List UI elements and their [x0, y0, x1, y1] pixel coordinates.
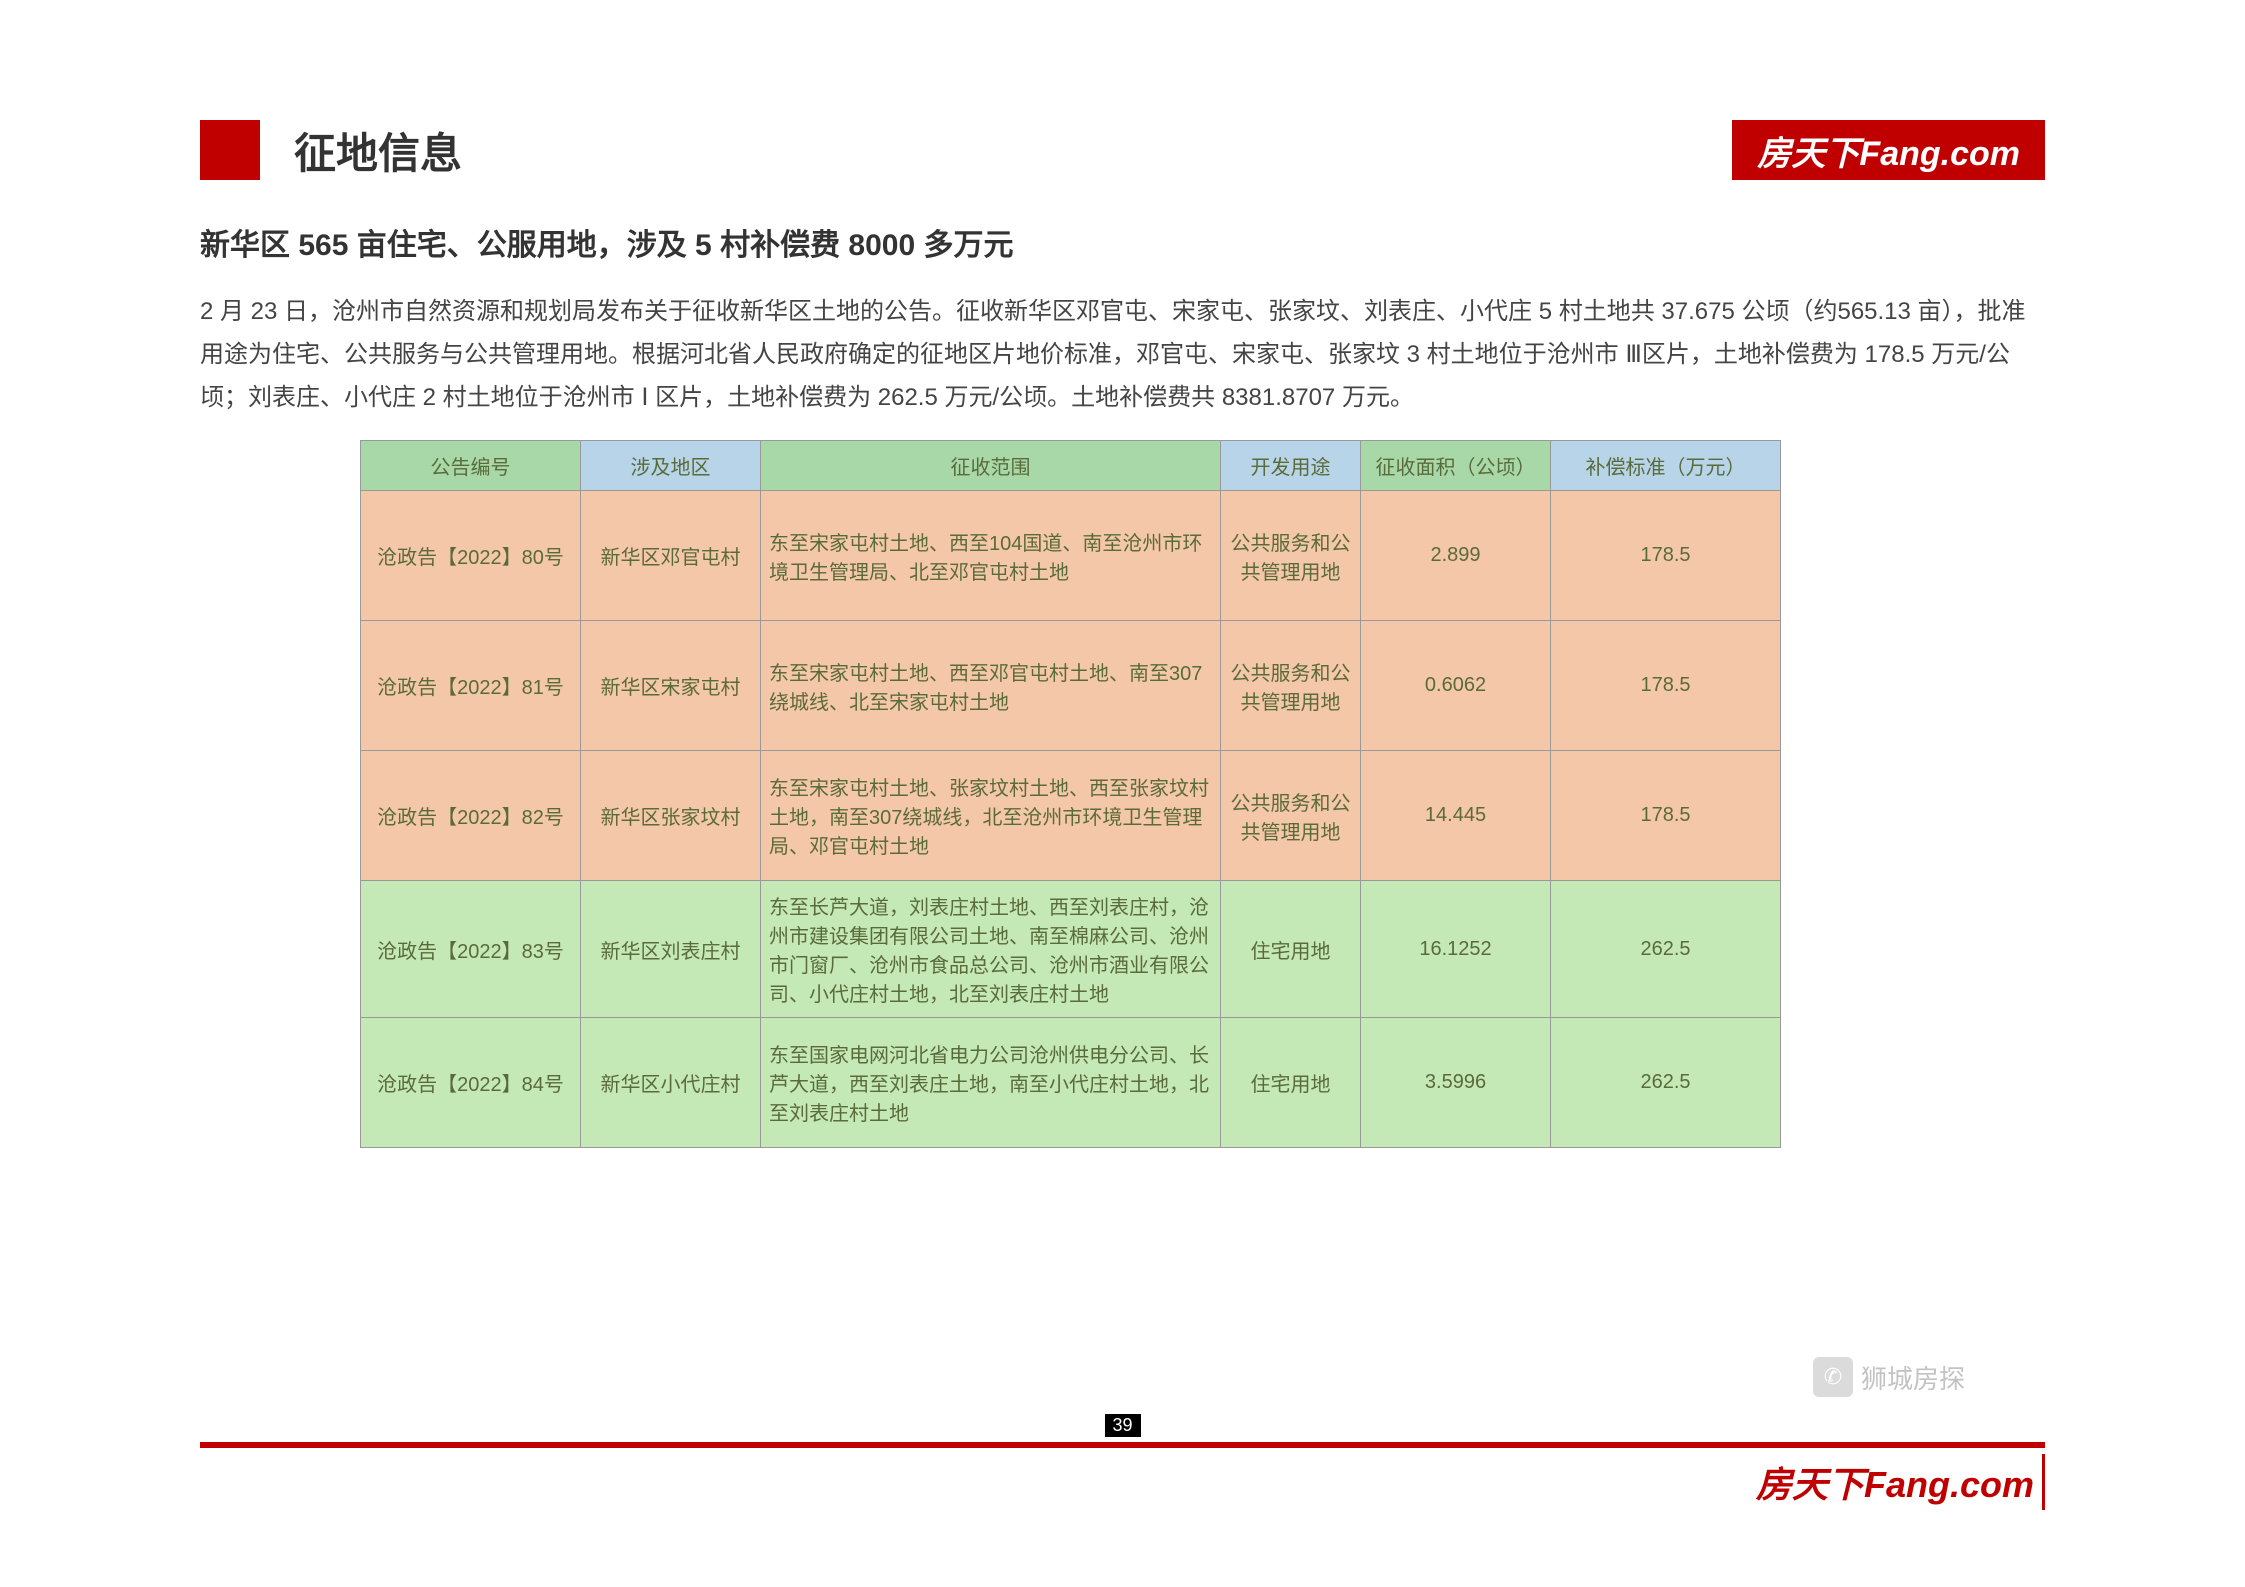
table-cell: 3.5996 — [1361, 1018, 1551, 1148]
table-cell: 东至国家电网河北省电力公司沧州供电分公司、长芦大道，西至刘表庄土地，南至小代庄村… — [761, 1018, 1221, 1148]
table-cell: 0.6062 — [1361, 621, 1551, 751]
table-cell: 262.5 — [1551, 1018, 1781, 1148]
page-subtitle: 新华区 565 亩住宅、公服用地，涉及 5 村补偿费 8000 多万元 — [200, 220, 1014, 264]
col-header-area: 征收面积（公顷） — [1361, 441, 1551, 491]
section-title: 征地信息 — [270, 120, 482, 180]
table-cell: 东至长芦大道，刘表庄村土地、西至刘表庄村，沧州市建设集团有限公司土地、南至棉麻公… — [761, 881, 1221, 1018]
col-header-use: 开发用途 — [1221, 441, 1361, 491]
header-bar: 征地信息 房天下Fang.com — [200, 120, 2045, 180]
table-cell: 新华区小代庄村 — [581, 1018, 761, 1148]
table-row: 沧政告【2022】83号新华区刘表庄村东至长芦大道，刘表庄村土地、西至刘表庄村，… — [361, 881, 1781, 1018]
table-header-row: 公告编号 涉及地区 征收范围 开发用途 征收面积（公顷） 补偿标准（万元） — [361, 441, 1781, 491]
table-row: 沧政告【2022】81号新华区宋家屯村东至宋家屯村土地、西至邓官屯村土地、南至3… — [361, 621, 1781, 751]
table-cell: 沧政告【2022】84号 — [361, 1018, 581, 1148]
watermark: ✆ 狮城房探 — [1813, 1357, 1965, 1397]
table-cell: 沧政告【2022】80号 — [361, 491, 581, 621]
table-cell: 14.445 — [1361, 751, 1551, 881]
table-row: 沧政告【2022】84号新华区小代庄村东至国家电网河北省电力公司沧州供电分公司、… — [361, 1018, 1781, 1148]
table-cell: 公共服务和公共管理用地 — [1221, 621, 1361, 751]
table-cell: 178.5 — [1551, 491, 1781, 621]
footer-bar: 房天下Fang.com — [200, 1442, 2045, 1527]
col-header-scope: 征收范围 — [761, 441, 1221, 491]
brand-logo-bottom: 房天下Fang.com — [1748, 1454, 2045, 1510]
land-data-table: 公告编号 涉及地区 征收范围 开发用途 征收面积（公顷） 补偿标准（万元） 沧政… — [360, 440, 1781, 1148]
table-row: 沧政告【2022】82号新华区张家坟村东至宋家屯村土地、张家坟村土地、西至张家坟… — [361, 751, 1781, 881]
watermark-text: 狮城房探 — [1861, 1359, 1965, 1396]
body-paragraph: 2 月 23 日，沧州市自然资源和规划局发布关于征收新华区土地的公告。征收新华区… — [200, 290, 2045, 420]
page-number: 39 — [1104, 1414, 1140, 1437]
header-red-accent — [200, 120, 260, 180]
col-header-announcement: 公告编号 — [361, 441, 581, 491]
table-cell: 新华区张家坟村 — [581, 751, 761, 881]
table-cell: 262.5 — [1551, 881, 1781, 1018]
table-cell: 178.5 — [1551, 621, 1781, 751]
table-cell: 公共服务和公共管理用地 — [1221, 751, 1361, 881]
table-cell: 沧政告【2022】83号 — [361, 881, 581, 1018]
table-cell: 东至宋家屯村土地、西至邓官屯村土地、南至307绕城线、北至宋家屯村土地 — [761, 621, 1221, 751]
table-cell: 住宅用地 — [1221, 1018, 1361, 1148]
col-header-region: 涉及地区 — [581, 441, 761, 491]
table-cell: 沧政告【2022】82号 — [361, 751, 581, 881]
table-cell: 公共服务和公共管理用地 — [1221, 491, 1361, 621]
table-cell: 东至宋家屯村土地、张家坟村土地、西至张家坟村土地，南至307绕城线，北至沧州市环… — [761, 751, 1221, 881]
col-header-compensation: 补偿标准（万元） — [1551, 441, 1781, 491]
table-cell: 沧政告【2022】81号 — [361, 621, 581, 751]
table-cell: 东至宋家屯村土地、西至104国道、南至沧州市环境卫生管理局、北至邓官屯村土地 — [761, 491, 1221, 621]
table-cell: 新华区宋家屯村 — [581, 621, 761, 751]
table-cell: 2.899 — [1361, 491, 1551, 621]
table-cell: 16.1252 — [1361, 881, 1551, 1018]
table-cell: 新华区邓官屯村 — [581, 491, 761, 621]
wechat-icon: ✆ — [1813, 1357, 1853, 1397]
brand-logo-top: 房天下Fang.com — [1732, 120, 2045, 180]
table-cell: 住宅用地 — [1221, 881, 1361, 1018]
table-cell: 新华区刘表庄村 — [581, 881, 761, 1018]
table-row: 沧政告【2022】80号新华区邓官屯村东至宋家屯村土地、西至104国道、南至沧州… — [361, 491, 1781, 621]
table-cell: 178.5 — [1551, 751, 1781, 881]
